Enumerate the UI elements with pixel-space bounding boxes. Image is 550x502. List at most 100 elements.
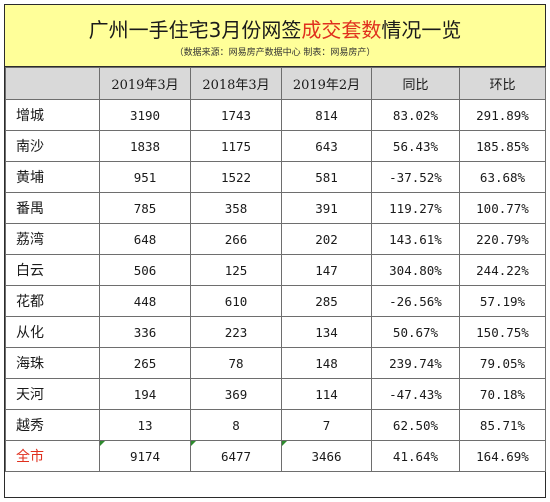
table-row: 荔湾 648 266 202 143.61% 220.79% [5,223,546,255]
cell-yoy: -37.52% [371,161,460,193]
title-part1: 广州一手住宅3月份网签 [88,18,302,42]
cell-region: 荔湾 [5,223,100,255]
header-cell-yoy: 同比 [371,67,460,100]
cell-mar-2018: 125 [190,254,282,286]
cell-feb-2019: 285 [281,285,372,317]
cell-mom: 244.22% [459,254,546,286]
table-row: 天河 194 369 114 -47.43% 70.18% [5,378,546,410]
cell-region: 从化 [5,316,100,348]
cell-region: 花都 [5,285,100,317]
cell-mar-2019: 951 [99,161,191,193]
cell-mar-2018: 610 [190,285,282,317]
table-row: 黄埔 951 1522 581 -37.52% 63.68% [5,161,546,193]
cell-region: 海珠 [5,347,100,379]
cell-yoy: 56.43% [371,130,460,162]
total-cell-mom: 164.69% [459,440,546,472]
table-row: 从化 336 223 134 50.67% 150.75% [5,316,546,348]
cell-yoy: 143.61% [371,223,460,255]
cell-region: 越秀 [5,409,100,441]
cell-feb-2019: 391 [281,192,372,224]
header-cell-mom: 环比 [459,67,546,100]
total-value: 9174 [129,448,161,464]
cell-mar-2019: 265 [99,347,191,379]
header-cell-mar-2019: 2019年3月 [99,67,191,100]
cell-yoy: 62.50% [371,409,460,441]
page-title: 广州一手住宅3月份网签成交套数情况一览 [5,14,545,43]
cell-mar-2019: 448 [99,285,191,317]
total-cell-feb-2019: 3466 [281,440,372,472]
formula-marker-icon [282,441,287,446]
cell-yoy: 83.02% [371,99,460,131]
cell-region: 白云 [5,254,100,286]
cell-region: 南沙 [5,130,100,162]
cell-feb-2019: 643 [281,130,372,162]
title-band: 广州一手住宅3月份网签成交套数情况一览 （数据来源：网易房产数据中心 制表：网易… [5,5,545,67]
cell-mom: 185.85% [459,130,546,162]
cell-region: 增城 [5,99,100,131]
cell-mom: 291.89% [459,99,546,131]
cell-mar-2019: 3190 [99,99,191,131]
total-cell-yoy: 41.64% [371,440,460,472]
cell-yoy: -26.56% [371,285,460,317]
title-part2: 情况一览 [381,18,462,42]
total-cell-mar-2018: 6477 [190,440,282,472]
cell-mar-2018: 223 [190,316,282,348]
table-row: 白云 506 125 147 304.80% 244.22% [5,254,546,286]
cell-mom: 85.71% [459,409,546,441]
formula-marker-icon [191,441,196,446]
cell-region: 黄埔 [5,161,100,193]
table-row: 南沙 1838 1175 643 56.43% 185.85% [5,130,546,162]
table-row: 海珠 265 78 148 239.74% 79.05% [5,347,546,379]
cell-mom: 63.68% [459,161,546,193]
table-row: 越秀 13 8 7 62.50% 85.71% [5,409,546,441]
source-note: （数据来源：网易房产数据中心 制表：网易房产） [174,48,376,58]
total-cell-mar-2019: 9174 [99,440,191,472]
cell-mar-2018: 369 [190,378,282,410]
formula-marker-icon [100,441,105,446]
cell-mar-2019: 336 [99,316,191,348]
cell-mom: 150.75% [459,316,546,348]
cell-mom: 100.77% [459,192,546,224]
cell-feb-2019: 7 [281,409,372,441]
cell-mar-2019: 1838 [99,130,191,162]
cell-mar-2019: 648 [99,223,191,255]
total-value: 3466 [311,448,342,464]
cell-yoy: 239.74% [371,347,460,379]
cell-mom: 220.79% [459,223,546,255]
cell-mar-2019: 194 [99,378,191,410]
cell-yoy: -47.43% [371,378,460,410]
table-row: 花都 448 610 285 -26.56% 57.19% [5,285,546,317]
cell-mar-2018: 1743 [190,99,282,131]
cell-yoy: 304.80% [371,254,460,286]
cell-feb-2019: 202 [281,223,372,255]
cell-mar-2018: 266 [190,223,282,255]
cell-mar-2018: 1522 [190,161,282,193]
cell-feb-2019: 134 [281,316,372,348]
cell-feb-2019: 147 [281,254,372,286]
cell-feb-2019: 114 [281,378,372,410]
cell-mar-2018: 358 [190,192,282,224]
header-row: 2019年3月 2018年3月 2019年2月 同比 环比 [5,67,546,100]
table-row: 增城 3190 1743 814 83.02% 291.89% [5,99,546,131]
cell-feb-2019: 148 [281,347,372,379]
cell-region: 天河 [5,378,100,410]
sales-table: 2019年3月 2018年3月 2019年2月 同比 环比 增城 3190 1743… [5,67,546,472]
table-row: 番禺 785 358 391 119.27% 100.77% [5,192,546,224]
header-cell-region [5,67,100,100]
sales-table-frame: 广州一手住宅3月份网签成交套数情况一览 （数据来源：网易房产数据中心 制表：网易… [4,4,546,498]
title-highlight: 成交套数 [301,18,382,42]
cell-mar-2018: 1175 [190,130,282,162]
cell-feb-2019: 814 [281,99,372,131]
total-cell-region: 全市 [5,440,100,472]
cell-mar-2018: 78 [190,347,282,379]
cell-mom: 70.18% [459,378,546,410]
cell-mar-2018: 8 [190,409,282,441]
cell-yoy: 50.67% [371,316,460,348]
cell-mom: 79.05% [459,347,546,379]
cell-mar-2019: 506 [99,254,191,286]
cell-yoy: 119.27% [371,192,460,224]
cell-region: 番禺 [5,192,100,224]
cell-mom: 57.19% [459,285,546,317]
table-body: 增城 3190 1743 814 83.02% 291.89% 南沙 1838 1175 643 5… [5,99,546,472]
header-cell-feb-2019: 2019年2月 [281,67,372,100]
